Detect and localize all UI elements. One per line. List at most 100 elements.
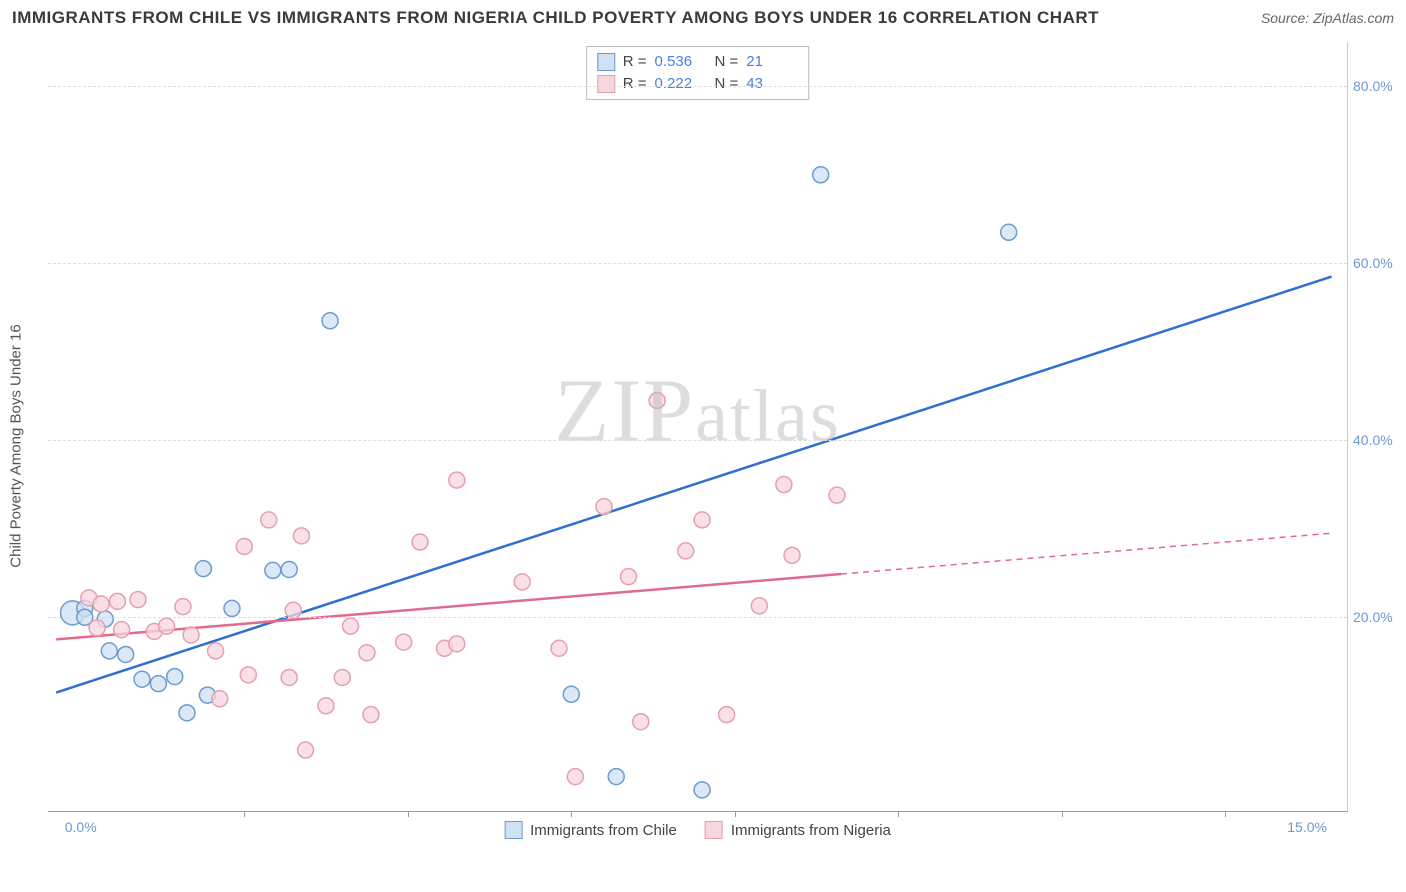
data-point — [596, 499, 612, 515]
data-point — [334, 669, 350, 685]
regression-line — [56, 277, 1331, 693]
data-point — [175, 599, 191, 615]
source-value: ZipAtlas.com — [1313, 10, 1394, 26]
data-point — [776, 477, 792, 493]
x-tick-mark — [1062, 811, 1063, 817]
data-point — [183, 627, 199, 643]
gridline-h — [48, 86, 1347, 87]
legend-n-value: 43 — [746, 73, 798, 95]
legend-r-value: 0.536 — [655, 51, 707, 73]
x-tick-label: 0.0% — [65, 819, 97, 835]
data-point — [514, 574, 530, 590]
gridline-h — [48, 263, 1347, 264]
x-tick-mark — [571, 811, 572, 817]
legend-r-value: 0.222 — [655, 73, 707, 95]
data-point — [261, 512, 277, 528]
data-point — [649, 392, 665, 408]
legend-n-label: N = — [715, 73, 739, 95]
data-point — [396, 634, 412, 650]
x-tick-mark — [408, 811, 409, 817]
data-point — [134, 671, 150, 687]
data-point — [813, 167, 829, 183]
chart-svg — [48, 42, 1347, 811]
y-tick-label: 20.0% — [1353, 609, 1403, 625]
data-point — [751, 598, 767, 614]
legend-series-item: Immigrants from Nigeria — [705, 821, 891, 839]
data-point — [93, 596, 109, 612]
legend-series-label: Immigrants from Nigeria — [731, 822, 891, 839]
data-point — [551, 640, 567, 656]
x-tick-mark — [735, 811, 736, 817]
data-point — [114, 622, 130, 638]
y-tick-label: 80.0% — [1353, 78, 1403, 94]
data-point — [150, 676, 166, 692]
legend-correlation: R = 0.536 N = 21 R = 0.222 N = 43 — [586, 46, 810, 100]
legend-series-item: Immigrants from Chile — [504, 821, 677, 839]
data-point — [322, 313, 338, 329]
data-point — [633, 714, 649, 730]
legend-n-value: 21 — [746, 51, 798, 73]
data-point — [567, 769, 583, 785]
y-axis-label: Child Poverty Among Boys Under 16 — [8, 324, 25, 567]
data-point — [449, 472, 465, 488]
data-point — [224, 600, 240, 616]
x-tick-label: 15.0% — [1287, 819, 1327, 835]
data-point — [130, 592, 146, 608]
data-point — [784, 547, 800, 563]
data-point — [293, 528, 309, 544]
data-point — [621, 569, 637, 585]
title-row: IMMIGRANTS FROM CHILE VS IMMIGRANTS FROM… — [12, 8, 1394, 28]
data-point — [363, 707, 379, 723]
data-point — [109, 593, 125, 609]
legend-swatch — [597, 53, 615, 71]
data-point — [318, 698, 334, 714]
data-point — [678, 543, 694, 559]
legend-series-label: Immigrants from Chile — [530, 822, 677, 839]
gridline-h — [48, 440, 1347, 441]
data-point — [265, 562, 281, 578]
data-point — [89, 620, 105, 636]
y-tick-label: 60.0% — [1353, 255, 1403, 271]
legend-stat-row: R = 0.536 N = 21 — [597, 51, 799, 73]
legend-r-label: R = — [623, 51, 647, 73]
data-point — [179, 705, 195, 721]
plot-area: ZIPatlas R = 0.536N = 21R = 0.222N = 43 … — [48, 42, 1348, 812]
data-point — [167, 669, 183, 685]
data-point — [449, 636, 465, 652]
data-point — [359, 645, 375, 661]
x-tick-mark — [898, 811, 899, 817]
legend-n-label: N = — [715, 51, 739, 73]
data-point — [281, 561, 297, 577]
legend-swatch — [705, 821, 723, 839]
data-point — [101, 643, 117, 659]
y-tick-label: 40.0% — [1353, 432, 1403, 448]
data-point — [212, 691, 228, 707]
data-point — [281, 669, 297, 685]
legend-swatch — [597, 75, 615, 93]
regression-line-dashed — [841, 533, 1332, 574]
data-point — [298, 742, 314, 758]
legend-series: Immigrants from Chile Immigrants from Nig… — [504, 821, 891, 839]
legend-stat-row: R = 0.222 N = 43 — [597, 73, 799, 95]
gridline-h — [48, 617, 1347, 618]
source-credit: Source: ZipAtlas.com — [1261, 10, 1394, 26]
data-point — [829, 487, 845, 503]
data-point — [118, 646, 134, 662]
legend-swatch — [504, 821, 522, 839]
x-tick-mark — [244, 811, 245, 817]
data-point — [195, 561, 211, 577]
data-point — [694, 512, 710, 528]
chart-title: IMMIGRANTS FROM CHILE VS IMMIGRANTS FROM… — [12, 8, 1099, 28]
data-point — [412, 534, 428, 550]
data-point — [208, 643, 224, 659]
data-point — [1001, 224, 1017, 240]
data-point — [563, 686, 579, 702]
data-point — [285, 602, 301, 618]
data-point — [608, 769, 624, 785]
data-point — [159, 618, 175, 634]
data-point — [236, 538, 252, 554]
data-point — [719, 707, 735, 723]
data-point — [694, 782, 710, 798]
data-point — [343, 618, 359, 634]
legend-r-label: R = — [623, 73, 647, 95]
